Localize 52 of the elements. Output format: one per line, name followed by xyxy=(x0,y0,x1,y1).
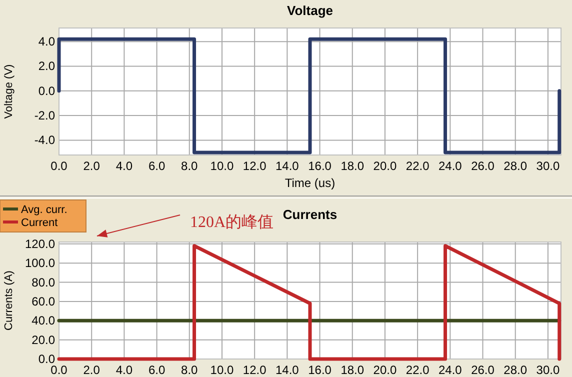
x-tick-label: 30.0 xyxy=(536,159,560,173)
x-tick-label: 20.0 xyxy=(373,363,397,377)
x-tick-label: 8.0 xyxy=(181,159,198,173)
x-tick-label: 10.0 xyxy=(210,159,234,173)
chart-title: Currents xyxy=(282,207,338,222)
x-tick-label: 10.0 xyxy=(210,363,234,377)
x-tick-label: 26.0 xyxy=(471,159,495,173)
x-tick-label: 20.0 xyxy=(373,159,397,173)
y-tick-label: 2.0 xyxy=(38,59,56,74)
x-tick-label: 6.0 xyxy=(148,159,166,173)
text: 120A的峰值 xyxy=(190,214,274,231)
y-tick-label: -4.0 xyxy=(34,133,56,148)
x-tick-label: 2.0 xyxy=(83,363,100,377)
y-tick-label: 0.0 xyxy=(38,84,56,98)
y-tick-label: 100.0 xyxy=(24,256,56,270)
y-tick-label: 120.0 xyxy=(24,236,56,251)
x-tick-label: 24.0 xyxy=(438,363,462,377)
chart-title: Voltage xyxy=(287,3,333,18)
x-tick-label: 4.0 xyxy=(116,159,133,173)
y-tick-label: 80.0 xyxy=(32,275,56,290)
x-tick-label: 26.0 xyxy=(471,363,495,377)
y-tick-label: 40.0 xyxy=(32,314,56,328)
x-tick-label: 30.0 xyxy=(536,363,560,377)
x-tick-label: 0.0 xyxy=(50,159,68,173)
x-tick-label: 28.0 xyxy=(504,363,528,377)
x-tick-label: 6.0 xyxy=(148,363,166,377)
x-tick-label: 2.0 xyxy=(83,159,100,173)
legend-label: Current xyxy=(21,217,58,229)
x-tick-label: 24.0 xyxy=(438,159,462,173)
x-tick-label: 12.0 xyxy=(242,363,267,377)
x-tick-label: 16.0 xyxy=(308,363,332,377)
x-tick-label: 22.0 xyxy=(406,159,430,173)
y-tick-label: 4.0 xyxy=(38,34,56,49)
x-tick-label: 8.0 xyxy=(181,363,198,377)
x-tick-label: 14.0 xyxy=(276,159,300,173)
x-tick-label: 22.0 xyxy=(406,363,430,377)
y-tick-label: -2.0 xyxy=(34,108,56,123)
x-tick-label: 18.0 xyxy=(340,159,364,173)
y-axis-title: Voltage (V) xyxy=(3,64,15,119)
y-tick-label: 20.0 xyxy=(32,332,56,347)
x-tick-label: 16.0 xyxy=(308,159,332,173)
x-tick-label: 18.0 xyxy=(340,363,364,377)
y-tick-label: 0.0 xyxy=(38,352,56,366)
x-tick-label: 14.0 xyxy=(276,363,300,377)
y-axis-title: Currents (A) xyxy=(3,270,15,330)
x-tick-label: 0.0 xyxy=(50,363,68,377)
legend-label: Avg. curr. xyxy=(21,204,68,216)
x-tick-label: 28.0 xyxy=(504,159,528,173)
x-axis-title: Time (us) xyxy=(284,176,336,190)
x-tick-label: 12.0 xyxy=(242,159,267,173)
y-tick-label: 60.0 xyxy=(32,294,56,308)
x-tick-label: 4.0 xyxy=(116,363,133,377)
